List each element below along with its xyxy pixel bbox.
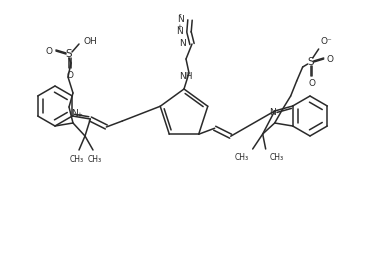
Text: NH: NH (179, 72, 193, 81)
Text: -: - (179, 10, 182, 20)
Text: CH₃: CH₃ (70, 155, 84, 164)
Text: CH₃: CH₃ (235, 153, 249, 162)
Text: OH: OH (83, 38, 97, 46)
Text: N: N (176, 27, 183, 37)
Text: +: + (76, 112, 82, 118)
Text: CH₃: CH₃ (88, 155, 102, 164)
Text: S: S (66, 49, 72, 59)
Text: N: N (269, 108, 276, 117)
Text: S: S (307, 57, 314, 67)
Text: O: O (327, 55, 334, 64)
Text: O: O (66, 71, 73, 80)
Text: N: N (177, 15, 184, 24)
Text: O: O (308, 79, 315, 88)
Text: N: N (70, 109, 77, 118)
Text: CH₃: CH₃ (270, 153, 284, 162)
Text: O⁻: O⁻ (321, 37, 332, 46)
Text: +: + (176, 24, 182, 30)
Text: N: N (179, 40, 186, 49)
Text: O: O (46, 46, 53, 56)
